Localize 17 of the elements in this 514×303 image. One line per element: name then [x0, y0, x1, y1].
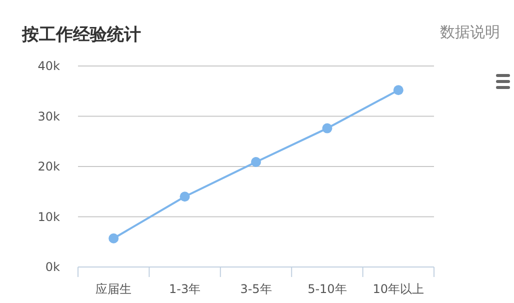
text: 数据说明	[440, 23, 500, 41]
y-tick-label: 40k	[38, 59, 60, 74]
x-tick-label: 10年以上	[372, 282, 424, 296]
point	[322, 123, 332, 134]
x-tick-label: 1-3年	[168, 282, 201, 296]
y-tick-label: 30k	[38, 109, 60, 124]
point	[251, 156, 261, 167]
y-tick-label: 10k	[38, 210, 60, 224]
point	[393, 85, 404, 96]
point	[180, 192, 190, 202]
x-tick-label: 应届生	[96, 282, 132, 296]
y-tick-label: 0k	[45, 260, 60, 274]
x-tick-label: 3-5年	[240, 282, 272, 296]
chart-title: 按工作经验统计	[21, 25, 141, 45]
point	[108, 233, 119, 244]
y-tick-label: 20k	[38, 160, 60, 174]
x-tick-label: 5-10年	[308, 282, 347, 296]
